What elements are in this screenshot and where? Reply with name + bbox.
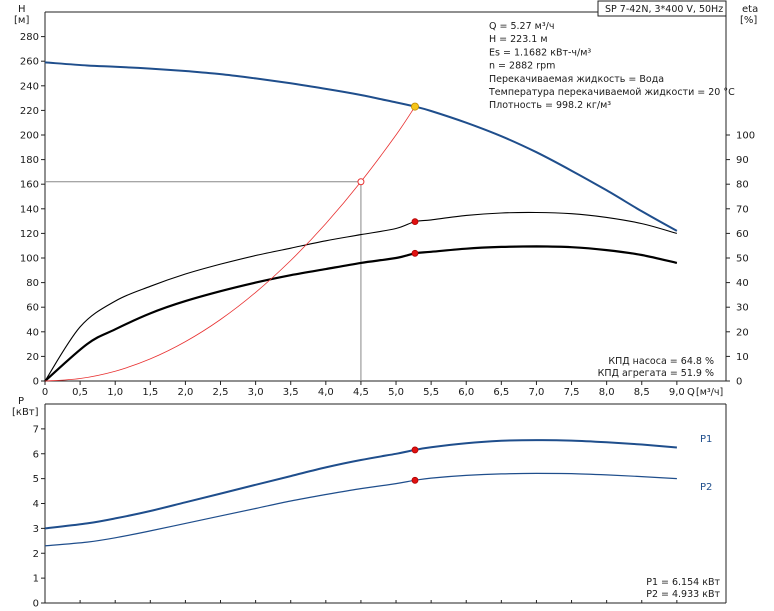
right-y-tick-label: 40 <box>736 278 749 289</box>
left-y-tick-label: 240 <box>20 81 39 92</box>
power-y-tick-label: 2 <box>33 549 39 560</box>
left-y-tick-label: 260 <box>20 57 39 68</box>
efficiency-label: КПД агрегата = 51.9 % <box>598 368 714 379</box>
power-curve-p2 <box>44 472 677 547</box>
power-y-axis-label: P <box>18 396 24 407</box>
x-tick-label: 0,5 <box>72 387 88 398</box>
title-box <box>597 0 727 17</box>
left-y-tick-label: 280 <box>20 32 39 43</box>
info-annotation: H = 223.1 м <box>489 34 548 45</box>
right-y-tick-label: 50 <box>736 254 749 265</box>
power-annotation: P1 = 6.154 кВт <box>646 577 720 588</box>
head-curve <box>44 61 678 232</box>
left-y-tick-label: 120 <box>20 229 39 240</box>
power-duty-point-p1 <box>411 446 419 454</box>
right-y-tick-label: 30 <box>736 303 749 314</box>
power-duty-point-p2 <box>411 476 419 484</box>
left-y-tick-label: 20 <box>26 352 39 363</box>
info-annotation: Плотность = 998.2 кг/м³ <box>489 100 611 111</box>
x-tick-label: 8,5 <box>634 387 650 398</box>
power-y-tick-label: 4 <box>33 499 39 510</box>
right-y-tick-label: 80 <box>736 180 749 191</box>
power-y-tick-label: 3 <box>33 524 39 535</box>
head-duty-point <box>410 102 419 111</box>
x-tick-label: 9,0 <box>669 387 685 398</box>
info-annotation: Перекачиваемая жидкость = Вода <box>489 74 664 85</box>
power-y-tick-label: 1 <box>33 574 39 585</box>
info-annotation: n = 2882 rpm <box>489 61 555 72</box>
x-axis-unit: [м³/ч] <box>696 387 723 398</box>
left-y-tick-label: 80 <box>26 278 39 289</box>
x-tick-label: 2,0 <box>177 387 193 398</box>
x-tick-label: 8,0 <box>599 387 615 398</box>
right-y-tick-label: 90 <box>736 155 749 166</box>
system-curve-intersection-point <box>357 178 365 186</box>
left-y-axis-unit: [м] <box>14 15 29 26</box>
unit-efficiency-curve <box>44 245 678 382</box>
left-y-tick-label: 180 <box>20 155 39 166</box>
pump-efficiency-duty-point <box>411 218 419 225</box>
efficiency-label: КПД насоса = 64.8 % <box>608 356 714 367</box>
info-annotation: Es = 1.1682 кВт-ч/м³ <box>489 47 591 58</box>
system-curve-curve <box>44 106 416 382</box>
power-curve-p1 <box>44 439 677 530</box>
x-tick-label: 6,0 <box>458 387 474 398</box>
right-y-tick-label: 0 <box>736 377 742 388</box>
x-tick-label: 7,5 <box>564 387 580 398</box>
left-y-axis-label: H <box>18 4 26 15</box>
power-y-tick-label: 0 <box>33 599 39 610</box>
info-annotation: Температура перекачиваемой жидкости = 20… <box>488 87 735 98</box>
x-axis-label: Q <box>687 387 695 398</box>
left-y-tick-label: 60 <box>26 303 39 314</box>
right-y-tick-label: 20 <box>736 327 749 338</box>
chart-title: SP 7-42N, 3*400 V, 50Hz <box>605 4 723 15</box>
x-tick-label: 1,0 <box>107 387 123 398</box>
x-tick-label: 2,5 <box>213 387 229 398</box>
right-y-tick-label: 100 <box>736 131 755 142</box>
power-y-tick-label: 5 <box>33 474 39 485</box>
unit-efficiency-duty-point <box>411 249 419 257</box>
x-tick-label: 1,5 <box>142 387 158 398</box>
x-tick-label: 5,5 <box>423 387 439 398</box>
x-tick-label: 6,5 <box>493 387 509 398</box>
right-y-axis-unit: [%] <box>740 15 757 26</box>
x-tick-label: 5,0 <box>388 387 404 398</box>
x-tick-label: 4,5 <box>353 387 369 398</box>
x-tick-label: 3,0 <box>248 387 264 398</box>
left-y-tick-label: 220 <box>20 106 39 117</box>
right-y-tick-label: 60 <box>736 229 749 240</box>
left-y-tick-label: 140 <box>20 204 39 215</box>
x-tick-label: 0 <box>42 387 48 398</box>
pump-efficiency-curve <box>44 211 678 382</box>
power-y-tick-label: 6 <box>33 449 39 460</box>
power-series-label-p1: P1 <box>700 434 712 445</box>
info-annotation: Q = 5.27 м³/ч <box>489 21 554 32</box>
right-y-tick-label: 70 <box>736 204 749 215</box>
power-series-label-p2: P2 <box>700 482 712 493</box>
left-y-tick-label: 40 <box>26 327 39 338</box>
right-y-axis-label: eta <box>742 4 758 15</box>
right-y-tick-label: 10 <box>736 352 749 363</box>
x-tick-label: 4,0 <box>318 387 334 398</box>
left-y-tick-label: 200 <box>20 131 39 142</box>
left-y-tick-label: 100 <box>20 254 39 265</box>
power-annotation: P2 = 4.933 кВт <box>646 589 720 600</box>
left-y-tick-label: 160 <box>20 180 39 191</box>
left-y-tick-label: 0 <box>33 377 39 388</box>
x-tick-label: 3,5 <box>283 387 299 398</box>
x-tick-label: 7,0 <box>528 387 544 398</box>
power-y-axis-unit: [кВт] <box>12 407 39 418</box>
power-y-tick-label: 7 <box>33 424 39 435</box>
